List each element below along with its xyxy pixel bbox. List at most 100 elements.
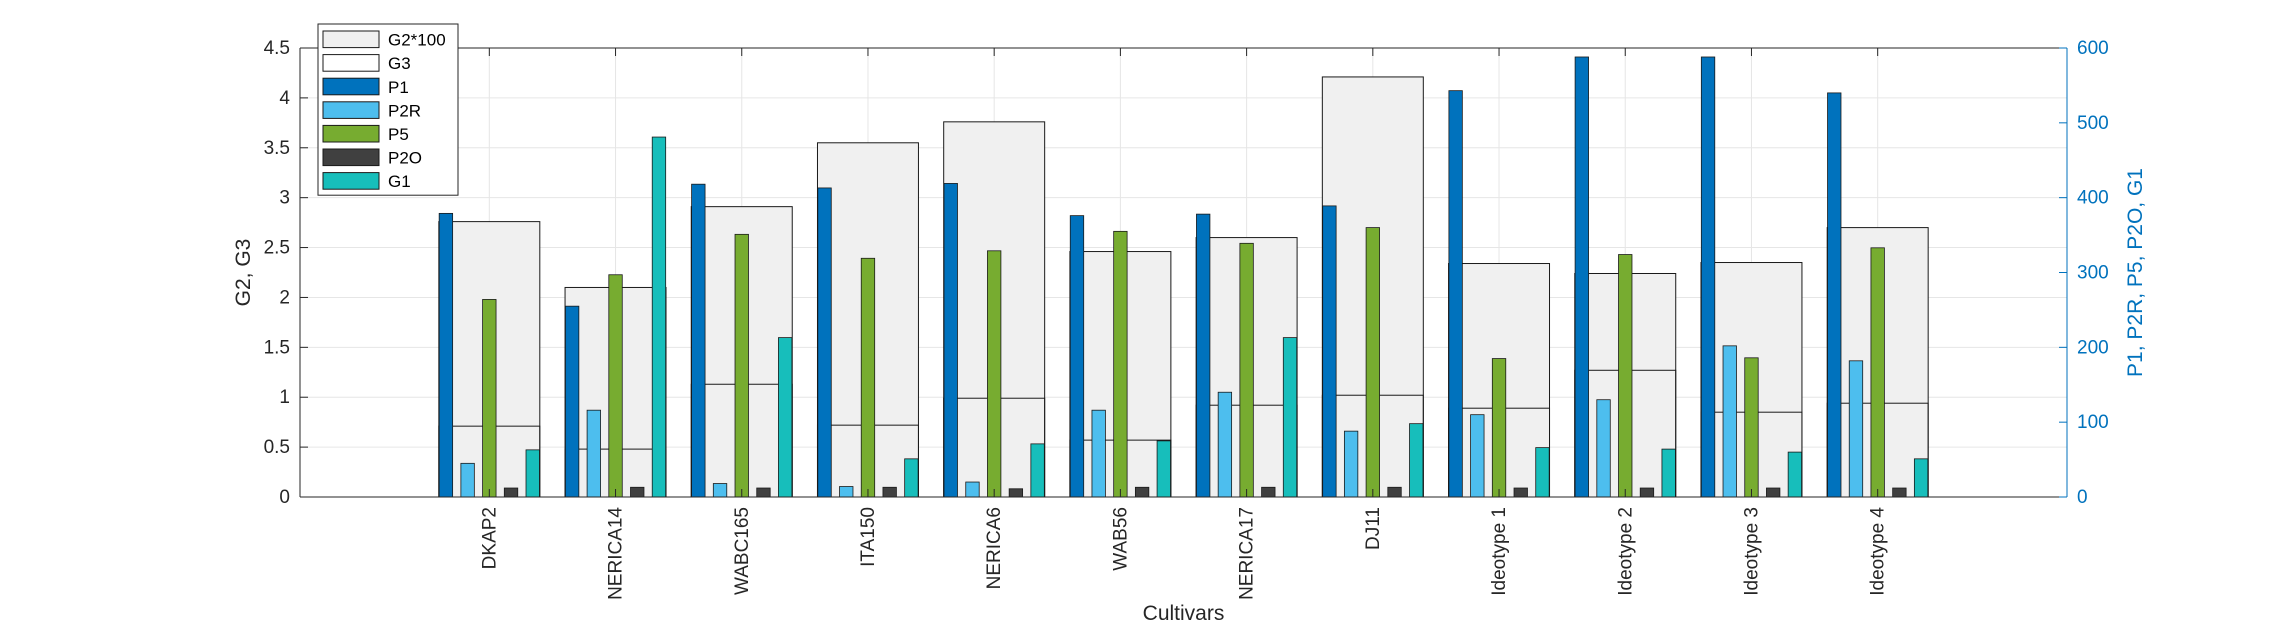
bar-p2o-8 xyxy=(1513,487,1528,498)
bar-p2o-4 xyxy=(1008,488,1024,498)
x-tick-label-11: Ideotype 4 xyxy=(1868,507,1889,596)
bar-p2o-5 xyxy=(1134,486,1150,498)
x-tick-label-10: Ideotype 3 xyxy=(1741,507,1762,596)
y-left-tick-label: 1.5 xyxy=(264,337,290,358)
legend-label-g2100: G2*100 xyxy=(388,31,446,50)
y-axis-left-label: G2, G3 xyxy=(232,239,255,307)
bar-g1-3 xyxy=(904,458,919,498)
bar-p2o-7 xyxy=(1387,486,1402,498)
x-tick-label-7: DJ11 xyxy=(1363,507,1384,550)
legend: G2*100 G3 P1 P2R P5 P2O G1 xyxy=(317,23,459,196)
bar-g1-6 xyxy=(1282,337,1298,498)
bar-p1-2 xyxy=(691,183,706,498)
bar-p2o-11 xyxy=(1892,487,1907,498)
legend-label-p5: P5 xyxy=(388,125,409,144)
bar-g1-11 xyxy=(1913,458,1929,498)
legend-label-g3: G3 xyxy=(388,54,411,73)
y-right-tick-label: 600 xyxy=(2077,38,2109,59)
bar-p2o-6 xyxy=(1261,486,1276,498)
y-right-tick-label: 200 xyxy=(2077,337,2109,358)
bar-p1-8 xyxy=(1448,90,1463,498)
legend-swatch-p2r xyxy=(322,101,380,119)
axes-layer: 0 0.5 1 1.5 2 2.5 3 3.5 4 4.5 0 100 200 300 400 500 600 D… xyxy=(264,38,2109,600)
bar-p5-0 xyxy=(482,299,497,498)
x-tick-label-1: NERICA14 xyxy=(606,507,627,600)
bar-p5-2 xyxy=(734,233,749,498)
x-tick-label-0: DKAP2 xyxy=(479,507,500,569)
x-tick-label-8: Ideotype 1 xyxy=(1489,507,1510,596)
legend-swatch-p1 xyxy=(322,77,380,96)
bar-g1-4 xyxy=(1030,443,1045,498)
bar-p5-6 xyxy=(1239,242,1254,498)
legend-swatch-g1 xyxy=(322,172,380,190)
bar-g1-9 xyxy=(1661,448,1676,498)
bar-p1-3 xyxy=(817,187,832,498)
x-tick-label-3: ITA150 xyxy=(858,507,879,567)
y-left-tick-label: 4.5 xyxy=(264,38,290,59)
x-tick-label-2: WABC165 xyxy=(732,507,753,595)
bar-p1-10 xyxy=(1700,56,1716,498)
bar-g1-5 xyxy=(1156,440,1171,498)
y-right-tick-label: 300 xyxy=(2077,263,2109,284)
bar-p2r-9 xyxy=(1596,399,1611,498)
y-right-tick-label: 0 xyxy=(2077,487,2088,508)
y-axis-right-label: P1, P2R, P5, P2O, G1 xyxy=(2124,168,2147,377)
bar-g1-10 xyxy=(1787,451,1803,498)
bar-g1-0 xyxy=(525,449,540,498)
y-left-tick-label: 0.5 xyxy=(264,437,290,458)
bar-p2r-11 xyxy=(1848,360,1864,498)
bar-p2r-5 xyxy=(1091,409,1106,498)
bar-p2r-6 xyxy=(1217,391,1233,498)
x-tick-label-4: NERICA6 xyxy=(984,507,1005,589)
bar-p1-4 xyxy=(943,183,958,498)
y-left-tick-label: 3.5 xyxy=(264,138,290,159)
y-left-tick-label: 2 xyxy=(279,287,290,308)
bar-p2r-10 xyxy=(1722,345,1737,498)
bar-p5-7 xyxy=(1365,227,1380,498)
legend-swatch-g3 xyxy=(322,54,380,72)
legend-label-p2r: P2R xyxy=(388,101,421,120)
x-tick-label-6: NERICA17 xyxy=(1237,507,1258,600)
bar-p5-8 xyxy=(1491,358,1507,498)
bar-p1-7 xyxy=(1322,205,1337,498)
bar-p5-1 xyxy=(608,274,623,498)
bar-p1-5 xyxy=(1069,215,1085,498)
bar-p1-0 xyxy=(438,212,454,498)
bar-p5-11 xyxy=(1870,247,1885,498)
bar-p2r-0 xyxy=(460,462,475,498)
y-right-tick-label: 500 xyxy=(2077,113,2109,134)
legend-swatch-g2100 xyxy=(322,30,380,49)
bar-p1-11 xyxy=(1827,92,1842,498)
bar-g1-1 xyxy=(651,136,667,498)
bar-p2r-3 xyxy=(839,486,854,498)
x-tick-label-5: WAB56 xyxy=(1110,507,1131,571)
bar-p1-9 xyxy=(1574,56,1589,498)
bar-g1-7 xyxy=(1409,423,1424,498)
legend-label-p1: P1 xyxy=(388,78,409,97)
bar-p1-6 xyxy=(1196,213,1211,498)
bar-p2r-8 xyxy=(1470,414,1485,498)
y-left-tick-label: 0 xyxy=(279,487,290,508)
y-right-tick-label: 400 xyxy=(2077,188,2109,209)
bar-p2o-0 xyxy=(503,487,519,498)
bar-g1-2 xyxy=(778,337,793,498)
legend-swatch-p5 xyxy=(322,124,380,143)
bar-p5-5 xyxy=(1113,230,1128,498)
bar-p5-10 xyxy=(1744,357,1759,498)
bar-p5-9 xyxy=(1618,254,1633,498)
y-left-tick-label: 4 xyxy=(279,88,290,109)
legend-label-g1: G1 xyxy=(388,172,411,191)
bar-g1-8 xyxy=(1535,447,1550,498)
x-tick-label-9: Ideotype 2 xyxy=(1615,507,1636,596)
y-left-tick-label: 2.5 xyxy=(264,238,290,259)
bar-p2o-3 xyxy=(882,486,897,498)
bar-p1-1 xyxy=(564,305,580,498)
legend-swatch-p2o xyxy=(322,148,380,167)
bar-p2r-7 xyxy=(1343,430,1359,498)
bar-p5-4 xyxy=(987,250,1002,498)
bar-p2o-9 xyxy=(1639,487,1655,498)
legend-label-p2o: P2O xyxy=(388,149,422,168)
bar-p2o-1 xyxy=(630,486,645,498)
bar-p5-3 xyxy=(860,257,876,498)
